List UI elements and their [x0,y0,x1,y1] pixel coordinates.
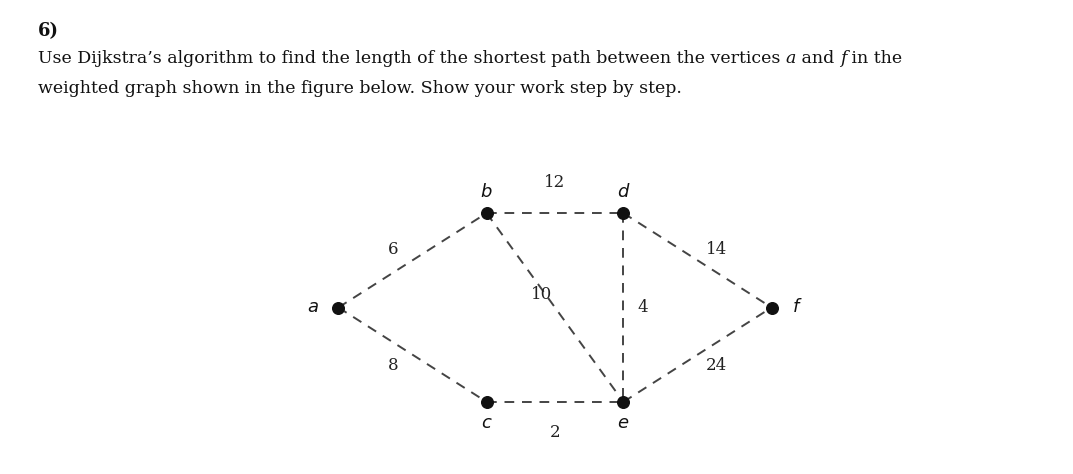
Text: 8: 8 [387,356,398,374]
Text: in the: in the [847,50,902,67]
Text: and: and [796,50,840,67]
Text: 4: 4 [637,299,648,316]
Text: 10: 10 [531,286,553,303]
Text: 24: 24 [706,356,727,374]
Point [763,304,780,311]
Point [477,210,495,217]
Text: $\mathit{a}$: $\mathit{a}$ [307,299,319,317]
Point [615,398,632,406]
Text: 12: 12 [544,174,565,191]
Text: $\mathit{f}$: $\mathit{f}$ [792,299,803,317]
Text: $\mathit{c}$: $\mathit{c}$ [481,413,493,431]
Text: 6: 6 [387,241,398,258]
Text: Use Dijkstra’s algorithm to find the length of the shortest path between the ver: Use Dijkstra’s algorithm to find the len… [38,50,785,67]
Text: $\mathit{e}$: $\mathit{e}$ [617,413,630,431]
Text: $\mathit{d}$: $\mathit{d}$ [617,183,630,201]
Text: 6): 6) [38,22,59,40]
Text: 14: 14 [706,241,727,258]
Text: f: f [840,50,847,67]
Text: 2: 2 [549,424,560,441]
Text: weighted graph shown in the figure below. Show your work step by step.: weighted graph shown in the figure below… [38,80,681,97]
Text: a: a [785,50,796,67]
Point [615,210,632,217]
Point [329,304,347,311]
Text: $\mathit{b}$: $\mathit{b}$ [481,183,493,201]
Point [477,398,495,406]
